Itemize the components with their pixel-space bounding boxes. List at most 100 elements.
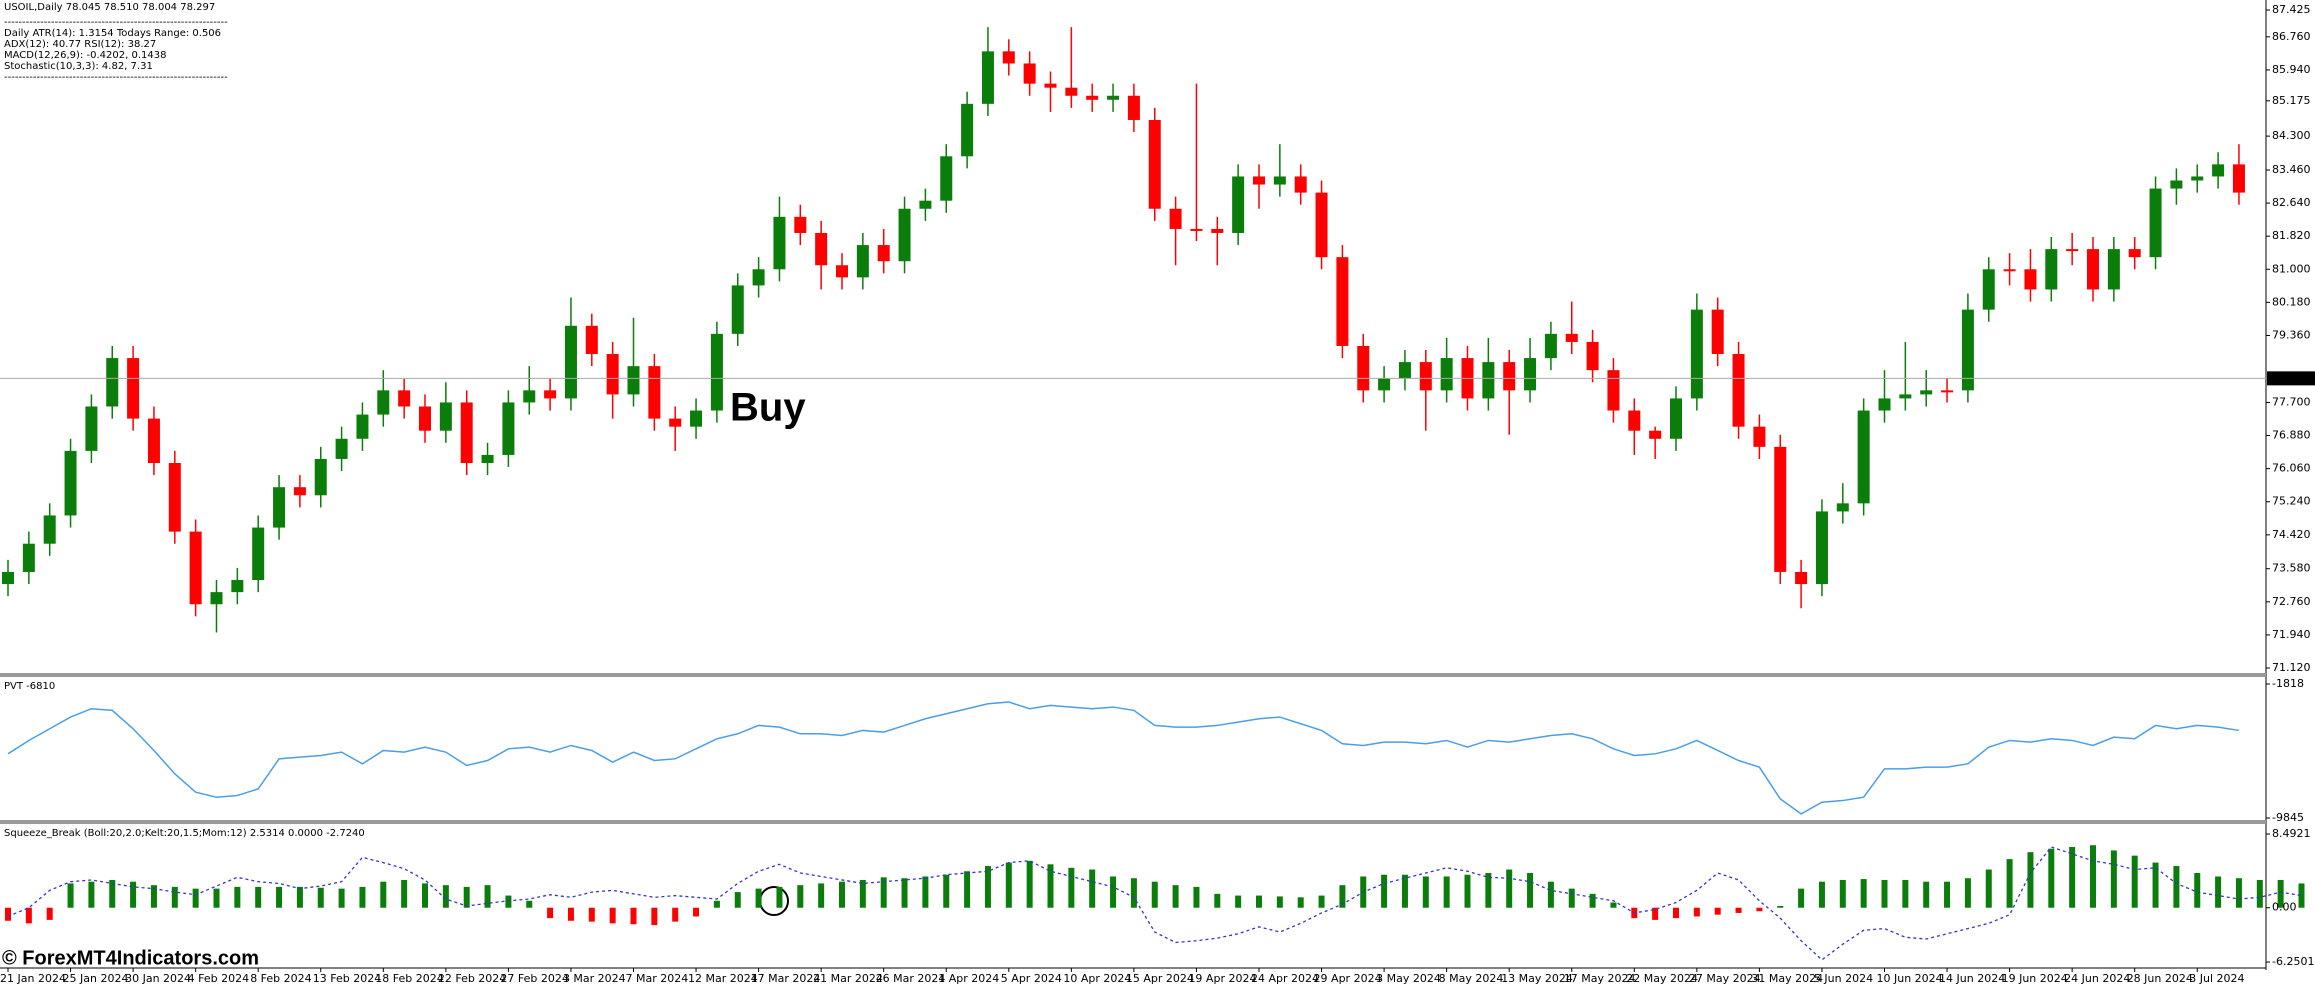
squeeze-bar [1381, 874, 1388, 908]
candle-body [1941, 390, 1954, 393]
x-tick-label: 24 Apr 2024 [1251, 972, 1319, 985]
x-tick-label: 19 Jun 2024 [2002, 972, 2068, 985]
candle-body [1315, 192, 1328, 258]
squeeze-bar [1130, 878, 1137, 908]
y-tick-label: 75.240 [2272, 495, 2311, 508]
squeeze-bar [88, 881, 95, 908]
squeeze-bar [46, 907, 53, 920]
squeeze-bar [776, 886, 783, 908]
candle-body [1857, 410, 1870, 504]
squeeze-bar [1506, 869, 1513, 908]
candle-body [669, 418, 682, 427]
candle-body [585, 325, 598, 355]
y-tick-label: 73.580 [2272, 562, 2311, 575]
y-tick-label: 74.420 [2272, 528, 2311, 541]
candle-body [502, 402, 515, 455]
panel-separator [0, 673, 2266, 677]
x-tick-label: 5 Apr 2024 [1001, 972, 1062, 985]
candle-body [1920, 390, 1933, 395]
candle-body [564, 325, 577, 399]
y-tick-label: 80.180 [2272, 295, 2311, 308]
squeeze-bar [1798, 888, 1805, 908]
x-tick-label: 12 Mar 2024 [688, 972, 758, 985]
candle-body [815, 232, 828, 266]
candle-body [22, 543, 35, 572]
squeeze-bar [2235, 878, 2242, 908]
candle-body [2232, 164, 2245, 193]
squeeze-bar [797, 885, 804, 908]
x-tick-label: 21 Jan 2024 [0, 972, 66, 985]
squeeze-bar [2215, 876, 2222, 908]
squeeze-bar [2194, 873, 2201, 908]
candle-body [106, 358, 119, 407]
candle-body [1294, 176, 1307, 193]
squeeze-bar [1214, 893, 1221, 908]
squeeze-bar [1881, 879, 1888, 908]
candle-body [168, 462, 181, 532]
x-tick-label: 17 May 2024 [1564, 972, 1636, 985]
x-tick-label: 8 Feb 2024 [250, 972, 311, 985]
squeeze-bar [734, 892, 741, 908]
x-tick-label: 3 Mar 2024 [563, 972, 626, 985]
y-tick-label: -9845 [2272, 811, 2304, 824]
candle-body [1127, 95, 1140, 120]
watermark: © ForexMT4Indicators.com [2, 947, 259, 969]
squeeze-bar [1673, 907, 1679, 919]
squeeze-bar [2298, 883, 2305, 908]
squeeze-bar [713, 900, 720, 908]
squeeze-bar [1610, 902, 1617, 908]
squeeze-bar [880, 877, 887, 908]
candle-body [794, 216, 807, 233]
squeeze-bar [964, 871, 971, 908]
candle-body [1815, 511, 1828, 585]
squeeze-bar [1026, 860, 1033, 908]
candle-body [1148, 119, 1161, 209]
squeeze-bar [1422, 876, 1429, 908]
x-tick-label: 17 Mar 2024 [751, 972, 821, 985]
candle-body [1378, 378, 1391, 391]
candle-body [731, 285, 744, 334]
chart-title: USOIL,Daily 78.045 78.510 78.004 78.297 [4, 2, 215, 13]
candle-body [1398, 362, 1411, 379]
squeeze-bar [1318, 895, 1325, 908]
candle-body [773, 216, 786, 270]
squeeze-bar [1527, 873, 1534, 908]
squeeze-bar [901, 878, 908, 908]
candle-body [1232, 176, 1245, 233]
squeeze-bar [505, 895, 512, 908]
info-line: MACD(12,26,9): -0.4202, 0.1438 [4, 50, 166, 61]
squeeze-bar [2110, 850, 2117, 908]
price-label: 78.297 [2270, 371, 2309, 384]
squeeze-bar [1193, 886, 1200, 908]
x-tick-label: 21 Mar 2024 [813, 972, 883, 985]
candle-body [231, 580, 244, 593]
squeeze-bar [234, 886, 241, 908]
candle-body [919, 200, 932, 209]
squeeze-bar [276, 886, 283, 908]
candle-body [314, 458, 327, 496]
squeeze-bar [1339, 885, 1346, 908]
candle-body [1795, 571, 1808, 585]
y-tick-label: 83.460 [2272, 163, 2311, 176]
candle-body [2191, 176, 2204, 181]
candle-body [856, 245, 869, 278]
y-tick-label: 82.640 [2272, 196, 2311, 209]
y-tick-label: 86.760 [2272, 30, 2311, 43]
squeeze-bar [1485, 873, 1492, 908]
y-tick-label: 76.880 [2272, 429, 2311, 442]
candle-body [1440, 358, 1453, 391]
candle-body [690, 410, 703, 427]
candle-body [898, 208, 911, 262]
squeeze-bar [401, 879, 408, 908]
squeeze-bar [25, 907, 32, 924]
squeeze-bar [1777, 905, 1784, 908]
x-tick-label: 22 May 2024 [1626, 972, 1698, 985]
y-tick-label: 71.940 [2272, 628, 2311, 641]
candle-body [2149, 188, 2162, 258]
candle-body [293, 487, 306, 496]
squeeze-bar [1005, 862, 1012, 908]
candle-body [43, 515, 56, 544]
candle-body [1982, 269, 1995, 310]
info-line: ADX(12): 40.77 RSI(12): 38.27 [4, 39, 156, 50]
